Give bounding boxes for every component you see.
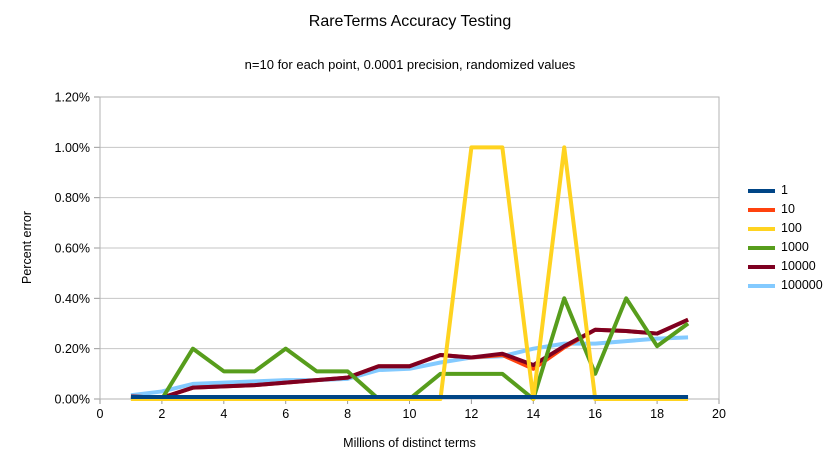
legend-label: 100	[781, 221, 802, 235]
x-tick-label: 4	[220, 407, 227, 421]
x-tick-label: 2	[158, 407, 165, 421]
y-tick-label: 0.60%	[55, 242, 90, 256]
legend-label: 1000	[781, 240, 809, 254]
x-tick-label: 18	[650, 407, 664, 421]
y-tick-label: 1.00%	[55, 141, 90, 155]
legend-item-100000: 100000	[748, 276, 823, 295]
x-tick-label: 12	[464, 407, 478, 421]
series-line-10000	[130, 317, 689, 400]
x-tick-label: 8	[344, 407, 351, 421]
legend-swatch	[748, 226, 775, 231]
legend-item-10: 10	[748, 200, 823, 219]
legend-swatch	[748, 188, 775, 193]
x-tick-label: 6	[282, 407, 289, 421]
legend-label: 10	[781, 202, 795, 216]
legend-item-1: 1	[748, 181, 823, 200]
y-tick-label: 0.40%	[55, 292, 90, 306]
x-tick-label: 0	[97, 407, 104, 421]
legend-label: 100000	[781, 278, 823, 292]
y-tick-label: 0.00%	[55, 393, 90, 407]
x-tick-label: 10	[403, 407, 417, 421]
legend-label: 10000	[781, 259, 816, 273]
x-tick-label: 20	[712, 407, 726, 421]
legend: 1 10 100 1000 10000 100000	[748, 181, 823, 295]
x-tick-label: 14	[526, 407, 540, 421]
legend-swatch	[748, 207, 775, 212]
legend-swatch	[748, 245, 775, 250]
legend-item-10000: 10000	[748, 257, 823, 276]
x-axis-title: Millions of distinct terms	[343, 436, 476, 450]
y-axis-title: Percent error	[20, 211, 34, 285]
chart-title: RareTerms Accuracy Testing	[308, 13, 512, 30]
legend-item-100: 100	[748, 219, 823, 238]
legend-swatch	[748, 264, 775, 269]
y-tick-label: 1.20%	[55, 91, 90, 105]
legend-swatch	[748, 283, 775, 288]
legend-label: 1	[781, 183, 788, 197]
x-tick-label: 16	[588, 407, 602, 421]
series-line-100000	[130, 335, 689, 398]
legend-item-1000: 1000	[748, 238, 823, 257]
chart-subtitle: n=10 for each point, 0.0001 precision, r…	[244, 57, 576, 72]
y-tick-label: 0.20%	[55, 342, 90, 356]
series-line-100	[130, 145, 689, 401]
y-tick-label: 0.80%	[55, 191, 90, 205]
